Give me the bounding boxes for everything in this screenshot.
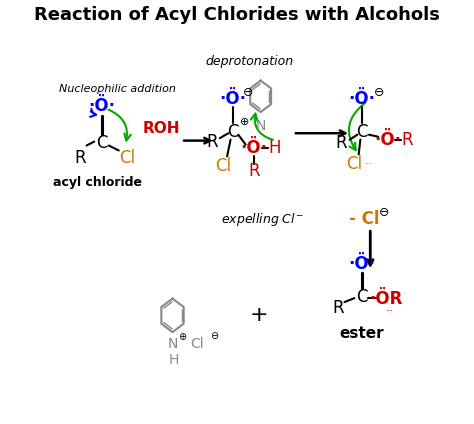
Text: C: C — [96, 134, 107, 152]
Text: N: N — [255, 120, 266, 134]
Text: R: R — [207, 133, 219, 151]
Text: expelling Cl$^-$: expelling Cl$^-$ — [221, 211, 304, 228]
Text: ⊖: ⊖ — [210, 331, 219, 341]
Text: ester: ester — [339, 326, 384, 341]
Text: C: C — [356, 123, 367, 141]
FancyArrowPatch shape — [109, 110, 131, 140]
Text: ·Ö·: ·Ö· — [348, 90, 375, 108]
Text: R: R — [332, 299, 344, 317]
Text: R: R — [401, 131, 413, 149]
Text: ·ÖR: ·ÖR — [370, 290, 403, 308]
Text: R: R — [248, 162, 260, 180]
Text: Cl: Cl — [346, 155, 363, 173]
Text: ·Ö·: ·Ö· — [219, 90, 246, 108]
Text: N: N — [167, 337, 178, 351]
FancyArrowPatch shape — [90, 109, 96, 117]
FancyArrowPatch shape — [349, 103, 365, 150]
Text: ·Ö·: ·Ö· — [88, 97, 115, 115]
Text: ⊕: ⊕ — [178, 332, 186, 342]
Text: R: R — [74, 149, 86, 167]
Text: H: H — [268, 139, 281, 157]
Text: ·Ö·: ·Ö· — [374, 131, 401, 149]
Text: R: R — [336, 134, 347, 152]
Text: ··: ·· — [365, 158, 373, 171]
Text: Reaction of Acyl Chlorides with Alcohols: Reaction of Acyl Chlorides with Alcohols — [34, 6, 440, 24]
Text: Nucleophilic addition: Nucleophilic addition — [59, 84, 175, 94]
Text: ··: ·· — [386, 305, 393, 318]
Text: Cl: Cl — [215, 157, 231, 175]
Text: H: H — [168, 353, 179, 367]
Text: - Cl: - Cl — [348, 210, 379, 229]
Text: ⊖: ⊖ — [374, 86, 384, 99]
Text: deprotonation: deprotonation — [206, 56, 294, 68]
Text: ⊕: ⊕ — [240, 117, 249, 127]
Text: Cl: Cl — [191, 337, 204, 351]
Text: C: C — [356, 288, 367, 306]
Text: ⊖: ⊖ — [243, 86, 254, 99]
Text: C: C — [227, 123, 238, 141]
FancyArrowPatch shape — [251, 114, 273, 140]
Text: ⊖: ⊖ — [379, 206, 389, 218]
Text: Cl: Cl — [119, 149, 136, 167]
Text: +: + — [249, 305, 268, 325]
Text: acyl chloride: acyl chloride — [53, 176, 142, 189]
Text: ·Ö·: ·Ö· — [241, 139, 268, 157]
Text: ·Ö·: ·Ö· — [348, 255, 375, 273]
Text: ROH: ROH — [143, 121, 181, 136]
